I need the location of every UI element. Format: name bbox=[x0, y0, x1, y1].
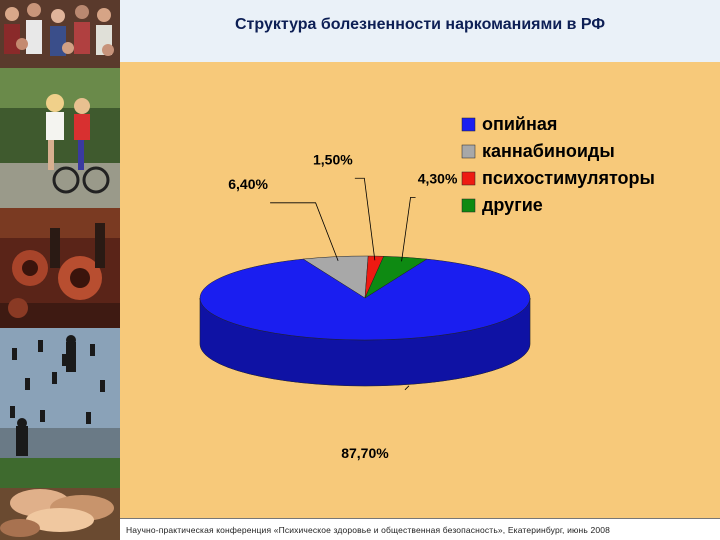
leader-line-опийная bbox=[404, 385, 410, 391]
chart-legend: опийная каннабиноиды психостимуляторы други… bbox=[461, 114, 655, 215]
crowd-photo bbox=[0, 0, 120, 68]
data-label-другие: 4,30% bbox=[418, 170, 458, 186]
footer-text: Научно-практическая конференция «Психиче… bbox=[126, 525, 610, 535]
legend-label-опийная: опийная bbox=[482, 114, 557, 134]
legend-label-каннабиноиды: каннабиноиды bbox=[482, 141, 615, 161]
data-label-каннабиноиды: 6,40% bbox=[228, 176, 268, 192]
slice-другие bbox=[364, 256, 428, 299]
leader-line-психостимуляторы bbox=[354, 177, 376, 261]
children-cycling-photo bbox=[0, 68, 120, 208]
pie-top-layer bbox=[199, 255, 531, 341]
legend-label-психостимуляторы: психостимуляторы bbox=[482, 168, 655, 188]
leader-line-другие bbox=[401, 196, 416, 262]
slice-опийная bbox=[199, 258, 531, 341]
slide-title: Структура болезненности наркоманиями в Р… bbox=[235, 16, 605, 33]
legend-swatch-каннабиноиды bbox=[461, 144, 476, 159]
bowler-hat-men-photo bbox=[0, 328, 120, 458]
legend-swatch-психостимуляторы bbox=[461, 171, 476, 186]
data-labels: 87,70% 6,40% 1,50% 4,30% bbox=[228, 151, 458, 461]
legend-label-другие: другие bbox=[482, 195, 543, 215]
leader-line-каннабиноиды bbox=[270, 202, 339, 261]
data-label-психостимуляторы: 1,50% bbox=[313, 151, 353, 167]
data-label-опийная: 87,70% bbox=[341, 445, 389, 461]
title-bar bbox=[120, 0, 720, 62]
legend-swatch-другие bbox=[461, 198, 476, 213]
factory-workers-photo bbox=[0, 208, 120, 328]
hands-photo bbox=[0, 458, 120, 540]
side-photo-strip bbox=[0, 0, 120, 540]
footer-bar bbox=[120, 518, 720, 540]
label-leader-lines bbox=[270, 177, 416, 391]
legend-swatch-опийная bbox=[461, 117, 476, 132]
